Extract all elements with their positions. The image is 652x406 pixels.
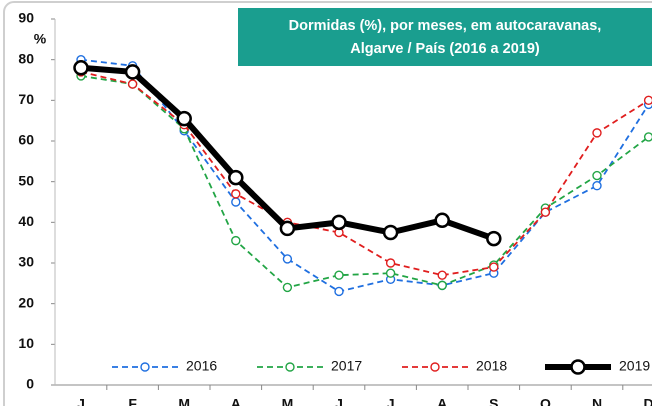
- x-tick-label: N: [592, 396, 602, 406]
- data-point: [334, 270, 344, 280]
- x-tick-label: O: [540, 396, 551, 406]
- chart-title: Algarve / País (2016 a 2019): [350, 41, 540, 57]
- y-tick-label: 80: [18, 50, 34, 66]
- y-tick-label: 0: [26, 376, 34, 392]
- y-tick-label: 50: [18, 172, 34, 188]
- data-point: [385, 268, 396, 278]
- x-tick-label: S: [489, 396, 498, 406]
- x-tick-label: J: [335, 396, 343, 406]
- x-tick-label: J: [77, 396, 85, 406]
- y-tick-label: 60: [18, 132, 34, 148]
- data-point: [279, 220, 296, 237]
- data-point: [385, 258, 396, 268]
- data-point: [486, 230, 502, 247]
- data-point: [592, 181, 602, 191]
- y-tick-label: 30: [18, 254, 34, 270]
- data-point: [437, 270, 447, 280]
- data-point: [127, 79, 138, 89]
- chart-title: Dormidas (%), por meses, em autocaravana…: [289, 18, 602, 34]
- x-tick-label: J: [387, 396, 395, 406]
- data-point: [231, 197, 241, 207]
- x-tick-label: A: [231, 396, 241, 406]
- data-point: [643, 132, 652, 142]
- y-tick-label: 10: [18, 335, 34, 351]
- data-point: [228, 169, 244, 186]
- data-point: [73, 60, 89, 76]
- series-line: [80, 64, 495, 242]
- data-point: [382, 224, 399, 241]
- data-point: [334, 286, 344, 297]
- series-line: [80, 58, 650, 293]
- data-point: [489, 262, 499, 272]
- legend-marker: [285, 362, 295, 372]
- x-tick-label: F: [128, 396, 137, 406]
- data-point: [592, 128, 602, 138]
- data-point: [124, 64, 141, 80]
- y-tick-label: 40: [18, 213, 34, 229]
- legend-label: 2018: [476, 358, 507, 374]
- legend-label: 2019: [619, 358, 650, 374]
- series-line: [80, 70, 650, 277]
- x-tick-label: D: [644, 396, 652, 406]
- data-point: [331, 214, 347, 231]
- x-tick-label: M: [178, 396, 190, 406]
- data-point: [282, 254, 293, 264]
- x-tick-label: A: [437, 396, 447, 406]
- chart-frame: [3, 1, 652, 406]
- data-point: [231, 189, 241, 199]
- legend-label: 2016: [186, 358, 217, 374]
- data-point: [176, 110, 192, 127]
- data-point: [437, 280, 447, 291]
- y-axis-label: %: [34, 31, 47, 47]
- y-tick-label: 70: [18, 91, 34, 107]
- y-tick-label: 20: [18, 294, 34, 310]
- title-box: [238, 8, 652, 66]
- legend-marker: [140, 362, 150, 372]
- data-point: [643, 95, 652, 106]
- legend-label: 2017: [331, 358, 362, 374]
- data-point: [592, 170, 602, 181]
- legend-marker: [570, 359, 586, 375]
- data-point: [231, 235, 241, 246]
- series-line: [80, 75, 650, 289]
- data-point: [282, 282, 293, 293]
- y-tick-label: 90: [18, 10, 34, 26]
- data-point: [434, 212, 450, 229]
- legend-marker: [430, 362, 440, 372]
- x-tick-label: M: [282, 396, 294, 406]
- data-point: [540, 207, 551, 217]
